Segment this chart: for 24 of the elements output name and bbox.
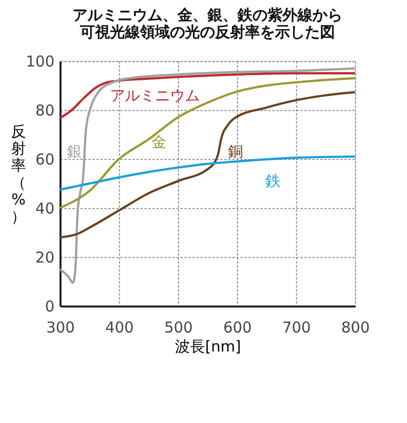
x-axis-title: 波長[nm] [175,338,241,356]
x-tick-label: 500 [164,318,193,336]
x-tick-label: 600 [223,318,252,336]
y-tick-label: 20 [35,248,54,266]
chart-title: アルミニウム、金、銀、鉄の紫外線から可視光線領域の光の反射率を示した図 [72,6,342,41]
series-label: アルミニウム [110,86,200,104]
line-series [58,72,356,120]
y-tick-label: 40 [35,200,54,218]
x-tick-label: 400 [105,318,134,336]
series-label: 金 [151,132,166,151]
y-tick-label: 100 [26,52,54,70]
y-axis-title: 反射率（%） [11,122,26,226]
y-tick-label: 0 [44,298,54,316]
x-tick-label: 300 [46,318,75,336]
line-series [58,91,356,238]
line-series [58,67,356,284]
series-label: 銀 [67,142,82,161]
y-tick-label: 80 [35,102,54,120]
series-label: 銅 [228,142,244,161]
series-label: 鉄 [265,172,280,190]
y-tick-label: 60 [35,150,54,168]
line-series [58,77,356,210]
x-tick-label: 800 [341,318,370,336]
x-tick-label: 700 [282,318,311,336]
